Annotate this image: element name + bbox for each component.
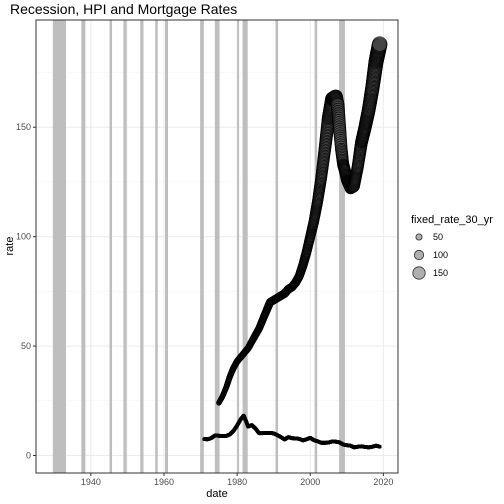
legend-key [413, 249, 425, 261]
plot-border [35, 19, 399, 474]
recession-band [237, 20, 240, 473]
x-axis-title: date [206, 488, 227, 500]
recession-band [140, 20, 144, 473]
recession-band [109, 20, 113, 473]
recession-band [123, 20, 127, 473]
x-tick-label: 2000 [300, 477, 320, 487]
data-point-rate [377, 444, 382, 449]
y-axis-title: rate [4, 237, 16, 256]
recession-bands [52, 20, 345, 473]
legend-label: 150 [433, 268, 448, 278]
legend-key [415, 233, 423, 241]
y-tick-label: 0 [26, 450, 31, 460]
legend-label: 50 [433, 232, 443, 242]
x-tick-label: 1980 [227, 477, 247, 487]
y-tick-label: 150 [16, 122, 31, 132]
axis-ticks: 1940 1960 1980 2000 2020 0 50 100 150 [16, 122, 393, 487]
x-tick-label: 1960 [154, 477, 174, 487]
recession-band [165, 20, 169, 473]
legend: fixed_rate_30_yr 50 100 150 [411, 214, 493, 280]
x-tick-label: 1940 [81, 477, 101, 487]
recession-band [52, 20, 66, 473]
recession-band [200, 20, 204, 473]
recession-band [81, 20, 86, 473]
y-tick-label: 100 [16, 232, 31, 242]
legend-label: 100 [433, 250, 448, 260]
recession-band [214, 20, 220, 473]
recession-band [155, 20, 158, 473]
data-points [202, 36, 388, 450]
legend-key [412, 266, 426, 280]
recession-band [242, 20, 248, 473]
legend-title: fixed_rate_30_yr [411, 214, 493, 226]
y-tick-label: 50 [21, 341, 31, 351]
recession-band [275, 20, 279, 473]
chart-title: Recession, HPI and Mortgage Rates [10, 1, 237, 17]
x-tick-label: 2020 [373, 477, 393, 487]
data-point-hpi [372, 36, 388, 52]
recession-band [339, 20, 345, 473]
recession-band [314, 20, 318, 473]
